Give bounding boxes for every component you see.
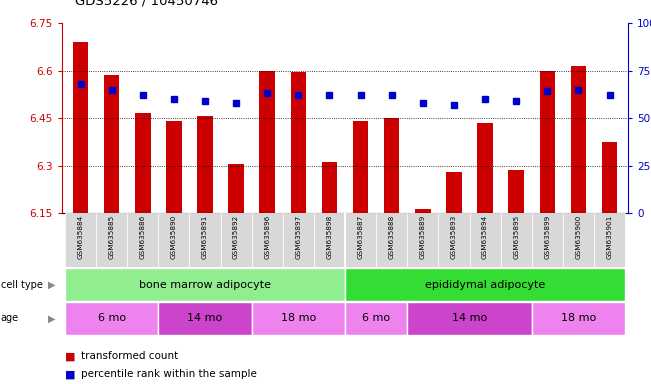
Text: 6 mo: 6 mo: [362, 313, 390, 323]
Bar: [345, 213, 376, 267]
Bar: [602, 142, 617, 213]
Bar: [104, 75, 119, 213]
Text: bone marrow adipocyte: bone marrow adipocyte: [139, 280, 271, 290]
Text: GSM635890: GSM635890: [171, 215, 177, 259]
Bar: [532, 213, 563, 267]
Text: 14 mo: 14 mo: [187, 313, 223, 323]
Bar: [446, 172, 462, 213]
Text: GSM635884: GSM635884: [77, 215, 83, 259]
Bar: [158, 213, 189, 267]
Bar: [376, 213, 408, 267]
Text: GSM635892: GSM635892: [233, 215, 239, 259]
Text: GSM635889: GSM635889: [420, 215, 426, 259]
Bar: [252, 213, 283, 267]
Bar: [477, 123, 493, 213]
Text: GSM635900: GSM635900: [575, 215, 581, 259]
Text: GDS5226 / 10450746: GDS5226 / 10450746: [75, 0, 218, 8]
Bar: [189, 213, 221, 267]
Text: GSM635901: GSM635901: [607, 215, 613, 259]
Bar: [501, 213, 532, 267]
Bar: [438, 213, 469, 267]
Text: GSM635896: GSM635896: [264, 215, 270, 259]
Text: GSM635897: GSM635897: [296, 215, 301, 259]
Bar: [127, 213, 158, 267]
Bar: [384, 118, 400, 213]
Bar: [353, 121, 368, 213]
Text: GSM635899: GSM635899: [544, 215, 550, 259]
Text: GSM635894: GSM635894: [482, 215, 488, 259]
Text: 18 mo: 18 mo: [561, 313, 596, 323]
Text: 14 mo: 14 mo: [452, 313, 487, 323]
Bar: [415, 209, 430, 213]
Bar: [65, 268, 345, 301]
Text: 6 mo: 6 mo: [98, 313, 126, 323]
Text: ▶: ▶: [48, 313, 55, 323]
Bar: [260, 71, 275, 213]
Bar: [96, 213, 127, 267]
Bar: [345, 302, 408, 335]
Text: GSM635895: GSM635895: [513, 215, 519, 259]
Bar: [563, 213, 594, 267]
Bar: [408, 302, 532, 335]
Bar: [314, 213, 345, 267]
Text: GSM635891: GSM635891: [202, 215, 208, 259]
Bar: [540, 71, 555, 213]
Text: GSM635886: GSM635886: [140, 215, 146, 259]
Text: GSM635885: GSM635885: [109, 215, 115, 259]
Bar: [408, 213, 438, 267]
Text: ■: ■: [65, 351, 76, 361]
Text: GSM635893: GSM635893: [451, 215, 457, 259]
Bar: [229, 164, 244, 213]
Text: ▶: ▶: [48, 280, 55, 290]
Bar: [65, 302, 158, 335]
Text: GSM635898: GSM635898: [326, 215, 333, 259]
Text: cell type: cell type: [1, 280, 42, 290]
Bar: [135, 113, 150, 213]
Bar: [345, 268, 625, 301]
Bar: [571, 66, 586, 213]
Text: ■: ■: [65, 369, 76, 379]
Text: epididymal adipocyte: epididymal adipocyte: [425, 280, 545, 290]
Bar: [283, 213, 314, 267]
Bar: [158, 302, 252, 335]
Bar: [166, 121, 182, 213]
Bar: [197, 116, 213, 213]
Bar: [594, 213, 625, 267]
Bar: [252, 302, 345, 335]
Bar: [508, 170, 524, 213]
Bar: [65, 213, 96, 267]
Text: percentile rank within the sample: percentile rank within the sample: [81, 369, 257, 379]
Text: age: age: [1, 313, 19, 323]
Text: GSM635888: GSM635888: [389, 215, 395, 259]
Bar: [469, 213, 501, 267]
Bar: [290, 72, 306, 213]
Bar: [73, 42, 89, 213]
Bar: [532, 302, 625, 335]
Bar: [221, 213, 252, 267]
Text: 18 mo: 18 mo: [281, 313, 316, 323]
Bar: [322, 162, 337, 213]
Text: GSM635887: GSM635887: [357, 215, 364, 259]
Text: transformed count: transformed count: [81, 351, 178, 361]
